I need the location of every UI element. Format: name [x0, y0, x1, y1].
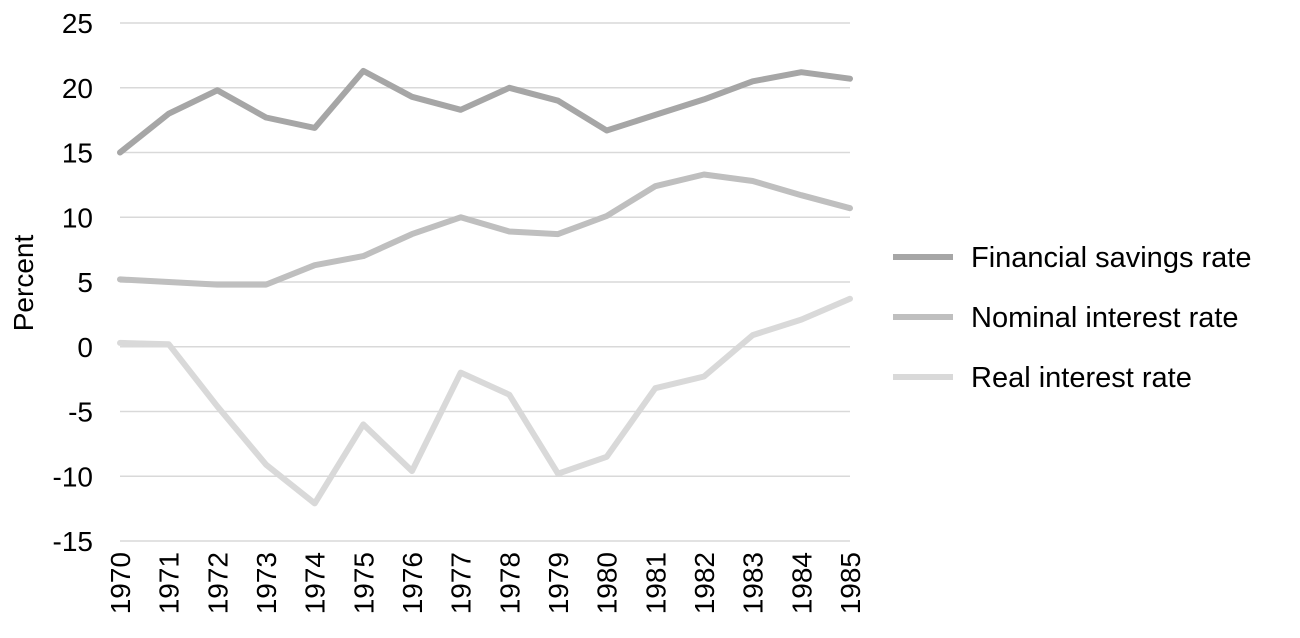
series-line-nominal-interest-rate	[117, 171, 853, 288]
legend-label: Real interest rate	[971, 362, 1192, 394]
x-tick-label: 1972	[202, 552, 233, 614]
x-tick-label: 1971	[154, 552, 185, 614]
series-line-financial-savings-rate	[117, 67, 853, 156]
x-tick-label: 1979	[543, 552, 574, 614]
y-axis-tick-labels: -15 -10 -5 0 5 10 15 20 25	[53, 8, 93, 557]
x-tick-label: 1977	[446, 552, 477, 614]
x-tick-label: 1974	[300, 552, 331, 614]
x-tick-label: 1982	[689, 552, 720, 614]
x-tick-label: 1978	[494, 552, 525, 614]
x-tick-label: 1985	[835, 552, 866, 614]
y-tick-label: 0	[77, 332, 93, 363]
x-tick-label: 1980	[592, 552, 623, 614]
series-line-real-interest-rate	[117, 295, 853, 507]
y-tick-label: -5	[68, 397, 93, 428]
y-tick-label: 10	[62, 202, 93, 233]
y-axis-title: Percent	[8, 235, 39, 332]
y-tick-label: 15	[62, 138, 93, 169]
x-tick-label: 1983	[738, 552, 769, 614]
y-tick-label: -15	[53, 526, 93, 557]
x-tick-label: 1973	[251, 552, 282, 614]
y-tick-label: 25	[62, 8, 93, 39]
x-tick-label: 1981	[640, 552, 671, 614]
legend-label: Nominal interest rate	[971, 302, 1239, 334]
legend-label: Financial savings rate	[971, 242, 1251, 274]
x-axis-tick-labels: 1970 1971 1972 1973 1974 1975 1976 1977 1978 1979…	[105, 552, 866, 614]
x-tick-label: 1976	[397, 552, 428, 614]
y-tick-label: -10	[53, 461, 93, 492]
x-tick-label: 1984	[786, 552, 817, 614]
x-tick-label: 1970	[105, 552, 136, 614]
series-lines	[117, 67, 853, 507]
y-tick-label: 20	[62, 73, 93, 104]
y-tick-label: 5	[77, 267, 93, 298]
legend: Financial savings rate Nominal interest r…	[893, 242, 1251, 394]
x-tick-label: 1975	[348, 552, 379, 614]
